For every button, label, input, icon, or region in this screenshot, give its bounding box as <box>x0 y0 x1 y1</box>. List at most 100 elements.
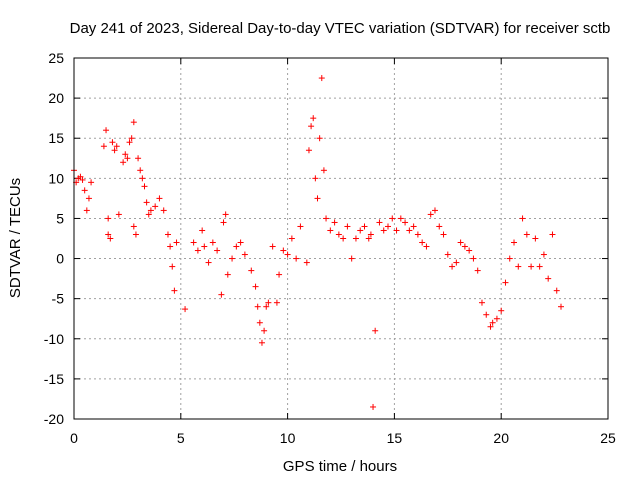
data-point <box>545 275 552 282</box>
data-point <box>449 263 456 270</box>
data-point <box>305 147 312 154</box>
data-point <box>190 239 197 246</box>
data-point <box>440 231 447 238</box>
data-point <box>147 207 154 214</box>
data-point <box>128 135 135 142</box>
y-tick-label: -15 <box>44 371 64 387</box>
data-point <box>344 223 351 230</box>
data-point <box>357 227 364 234</box>
data-point <box>419 239 426 246</box>
data-point <box>273 299 280 306</box>
data-point <box>402 219 409 226</box>
data-point <box>280 247 287 254</box>
y-tick-label: 25 <box>48 50 64 66</box>
y-tick-label: 15 <box>48 130 64 146</box>
data-point <box>384 223 391 230</box>
data-point <box>115 211 122 218</box>
x-tick-labels: 0 5 10 15 20 25 <box>70 430 616 446</box>
data-point <box>549 231 556 238</box>
data-point <box>303 259 310 266</box>
data-point <box>224 271 231 278</box>
data-point <box>478 299 485 306</box>
data-point <box>431 207 438 214</box>
data-point <box>293 255 300 262</box>
data-point <box>393 227 400 234</box>
data-point <box>160 207 167 214</box>
data-point <box>169 263 176 270</box>
data-point <box>126 139 133 146</box>
data-point <box>474 267 481 274</box>
data-point <box>222 211 229 218</box>
plot-frame <box>73 57 609 420</box>
data-point <box>233 243 240 250</box>
data-point <box>269 243 276 250</box>
data-point <box>308 123 315 130</box>
data-point <box>220 219 227 226</box>
data-point <box>85 195 92 202</box>
data-point <box>532 235 539 242</box>
y-tick-label: 20 <box>48 90 64 106</box>
data-point <box>261 327 268 334</box>
data-point <box>137 167 144 174</box>
data-point <box>263 303 270 310</box>
grid <box>74 58 608 419</box>
data-point <box>489 319 496 326</box>
x-tick-label: 25 <box>600 430 616 446</box>
data-point <box>141 183 148 190</box>
data-point <box>470 255 477 262</box>
data-point <box>502 279 509 286</box>
data-point <box>361 223 368 230</box>
data-point <box>519 215 526 222</box>
data-point <box>314 195 321 202</box>
data-point <box>77 173 84 180</box>
data-point <box>254 303 261 310</box>
data-point <box>130 119 137 126</box>
data-point <box>173 239 180 246</box>
data-point <box>493 315 500 322</box>
data-point <box>423 243 430 250</box>
y-axis-title: SDTVAR / TECUs <box>7 178 24 298</box>
data-point <box>143 199 150 206</box>
data-point <box>410 223 417 230</box>
data-point <box>139 175 146 182</box>
data-point <box>124 155 131 162</box>
data-point <box>523 231 530 238</box>
data-point <box>103 127 110 134</box>
data-point <box>340 235 347 242</box>
data-point <box>237 239 244 246</box>
data-point <box>248 267 255 274</box>
data-point <box>130 223 137 230</box>
x-tick-label: 10 <box>280 430 296 446</box>
data-point <box>558 303 565 310</box>
data-point <box>348 255 355 262</box>
data-point <box>88 179 95 186</box>
data-points <box>71 75 565 410</box>
data-point <box>167 243 174 250</box>
data-point <box>113 143 120 150</box>
data-point <box>436 223 443 230</box>
data-point <box>331 219 338 226</box>
data-point <box>284 251 291 258</box>
data-point <box>327 227 334 234</box>
x-tick-label: 15 <box>387 430 403 446</box>
data-point <box>79 176 86 183</box>
data-point <box>132 231 139 238</box>
data-point <box>109 139 116 146</box>
y-tick-label: -5 <box>52 291 65 307</box>
data-point <box>457 239 464 246</box>
data-point <box>466 247 473 254</box>
data-point <box>156 195 163 202</box>
data-point <box>199 227 206 234</box>
chart-title: Day 241 of 2023, Sidereal Day-to-day VTE… <box>70 20 611 37</box>
data-point <box>540 251 547 258</box>
y-tick-label: 5 <box>56 210 64 226</box>
x-axis-title: GPS time / hours <box>283 458 397 475</box>
data-point <box>111 147 118 154</box>
data-point <box>414 231 421 238</box>
y-tick-label: 0 <box>56 251 64 267</box>
data-point <box>265 299 272 306</box>
data-point <box>372 327 379 334</box>
data-point <box>318 75 325 82</box>
